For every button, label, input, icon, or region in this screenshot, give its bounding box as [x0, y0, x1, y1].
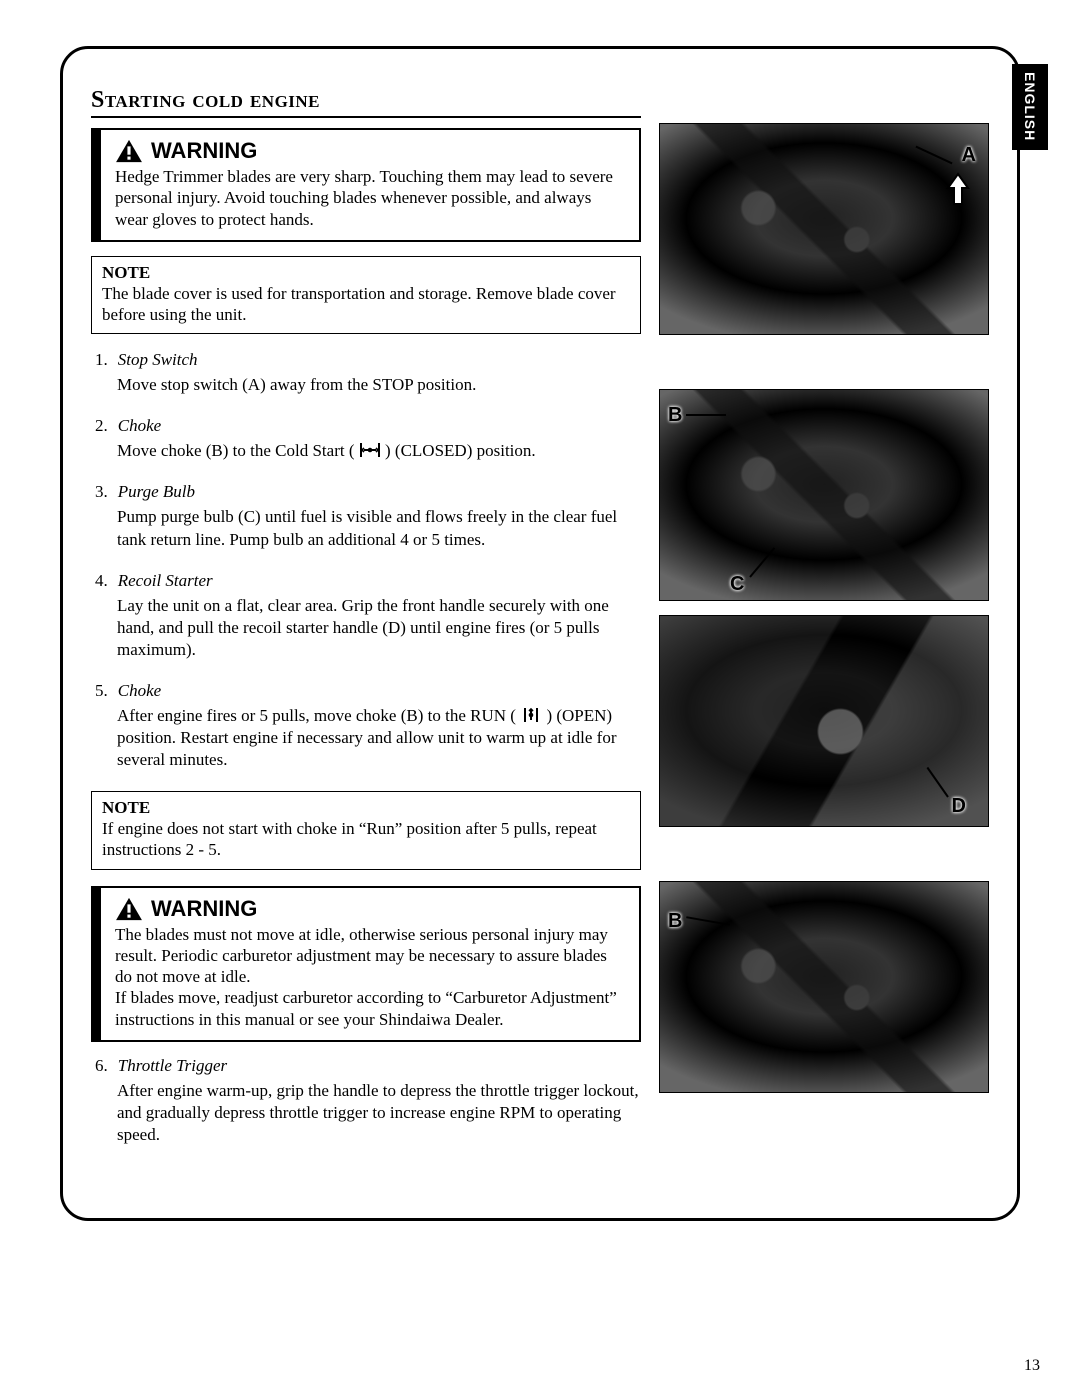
step-body: Pump purge bulb (C) until fuel is visibl… — [117, 506, 641, 550]
fig2-label-c: C — [730, 573, 744, 596]
step-head: Stop Switch — [95, 350, 641, 370]
step-body: Move choke (B) to the Cold Start ( ) (CL… — [117, 440, 641, 462]
right-column: A B C D B — [659, 81, 989, 1188]
fig3-label-d: D — [952, 795, 966, 818]
warning-label: WARNING — [151, 896, 257, 922]
step-2-post: ) (CLOSED) position. — [385, 441, 536, 460]
up-arrow-icon — [944, 172, 972, 206]
step-1: Stop Switch Move stop switch (A) away fr… — [95, 350, 641, 396]
step-5: Choke After engine fires or 5 pulls, mov… — [95, 681, 641, 771]
note-label: NOTE — [102, 798, 150, 817]
choke-open-icon — [520, 707, 542, 723]
step-body: Lay the unit on a flat, clear area. Grip… — [117, 595, 641, 661]
warning-icon — [115, 139, 143, 163]
figure-3-recoil: D — [659, 615, 989, 827]
fig2-label-b: B — [668, 404, 682, 427]
figure-4-choke-run: B — [659, 881, 989, 1093]
warning-label: WARNING — [151, 138, 257, 164]
step-6: Throttle Trigger After engine warm-up, g… — [95, 1056, 641, 1146]
step-5-pre: After engine fires or 5 pulls, move chok… — [117, 706, 516, 725]
note-box-1: NOTE The blade cover is used for transpo… — [91, 256, 641, 335]
step-4: Recoil Starter Lay the unit on a flat, c… — [95, 571, 641, 661]
step-body: Move stop switch (A) away from the STOP … — [117, 374, 641, 396]
step-head: Choke — [95, 681, 641, 701]
step-head: Recoil Starter — [95, 571, 641, 591]
warning-2-text: The blades must not move at idle, otherw… — [115, 924, 625, 1030]
page-frame: Starting cold engine WARNING Hedge Trimm… — [60, 46, 1020, 1221]
choke-closed-icon — [359, 442, 381, 458]
step-head: Choke — [95, 416, 641, 436]
warning-icon — [115, 897, 143, 921]
step-head: Throttle Trigger — [95, 1056, 641, 1076]
note-box-2: NOTE If engine does not start with choke… — [91, 791, 641, 870]
page-number: 13 — [1024, 1357, 1040, 1375]
fig4-label-b: B — [668, 910, 682, 933]
step-body: After engine fires or 5 pulls, move chok… — [117, 705, 641, 771]
figure-2-choke-purge: B C — [659, 389, 989, 601]
figure-1-stop-switch: A — [659, 123, 989, 335]
note-label: NOTE — [102, 263, 150, 282]
note-2-text: If engine does not start with choke in “… — [102, 818, 630, 861]
step-head: Purge Bulb — [95, 482, 641, 502]
warning-box-2: WARNING The blades must not move at idle… — [91, 886, 641, 1042]
left-column: Starting cold engine WARNING Hedge Trimm… — [91, 81, 641, 1188]
step-3: Purge Bulb Pump purge bulb (C) until fue… — [95, 482, 641, 550]
warning-1-text: Hedge Trimmer blades are very sharp. Tou… — [115, 166, 625, 230]
fig1-label-a: A — [962, 144, 976, 167]
step-2-pre: Move choke (B) to the Cold Start ( — [117, 441, 355, 460]
steps-list-2: Throttle Trigger After engine warm-up, g… — [91, 1056, 641, 1146]
section-title: Starting cold engine — [91, 87, 641, 118]
step-body: After engine warm-up, grip the handle to… — [117, 1080, 641, 1146]
step-2: Choke Move choke (B) to the Cold Start ( — [95, 416, 641, 462]
note-1-text: The blade cover is used for transportati… — [102, 283, 630, 326]
steps-list: Stop Switch Move stop switch (A) away fr… — [91, 350, 641, 771]
warning-box-1: WARNING Hedge Trimmer blades are very sh… — [91, 128, 641, 242]
